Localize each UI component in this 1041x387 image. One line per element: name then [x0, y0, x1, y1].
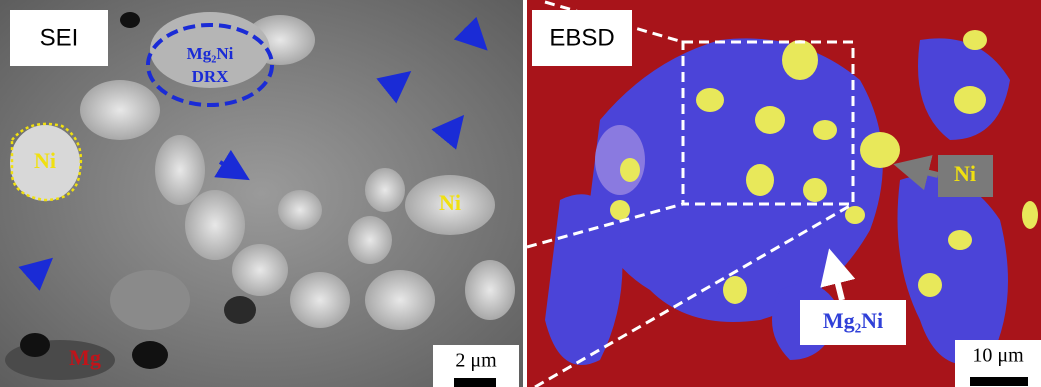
- ebsd-panel: EBSD Ni Mg₂Ni 10 μm: [527, 0, 1041, 387]
- scale-bar-label: 10 μm: [972, 345, 1024, 367]
- annotation: Mg: [69, 345, 101, 370]
- sei-panel: SEI Mg₂Ni DRX Ni Ni Mg 2 μm: [0, 0, 523, 387]
- annotation: Mg₂Ni: [823, 308, 883, 333]
- scale-bar: [454, 378, 496, 387]
- panel-label: SEI: [40, 24, 79, 51]
- scale-bar: [970, 377, 1028, 386]
- annotation: Ni: [439, 190, 461, 215]
- annotation: Ni: [954, 161, 976, 186]
- annotation: Mg₂Ni: [187, 44, 234, 63]
- figure: SEI Mg₂Ni DRX Ni Ni Mg 2 μm: [0, 0, 1041, 387]
- annotation: Ni: [34, 148, 56, 173]
- scale-bar-label: 2 μm: [455, 350, 497, 372]
- annotation: DRX: [192, 67, 230, 86]
- panel-label: EBSD: [549, 24, 614, 51]
